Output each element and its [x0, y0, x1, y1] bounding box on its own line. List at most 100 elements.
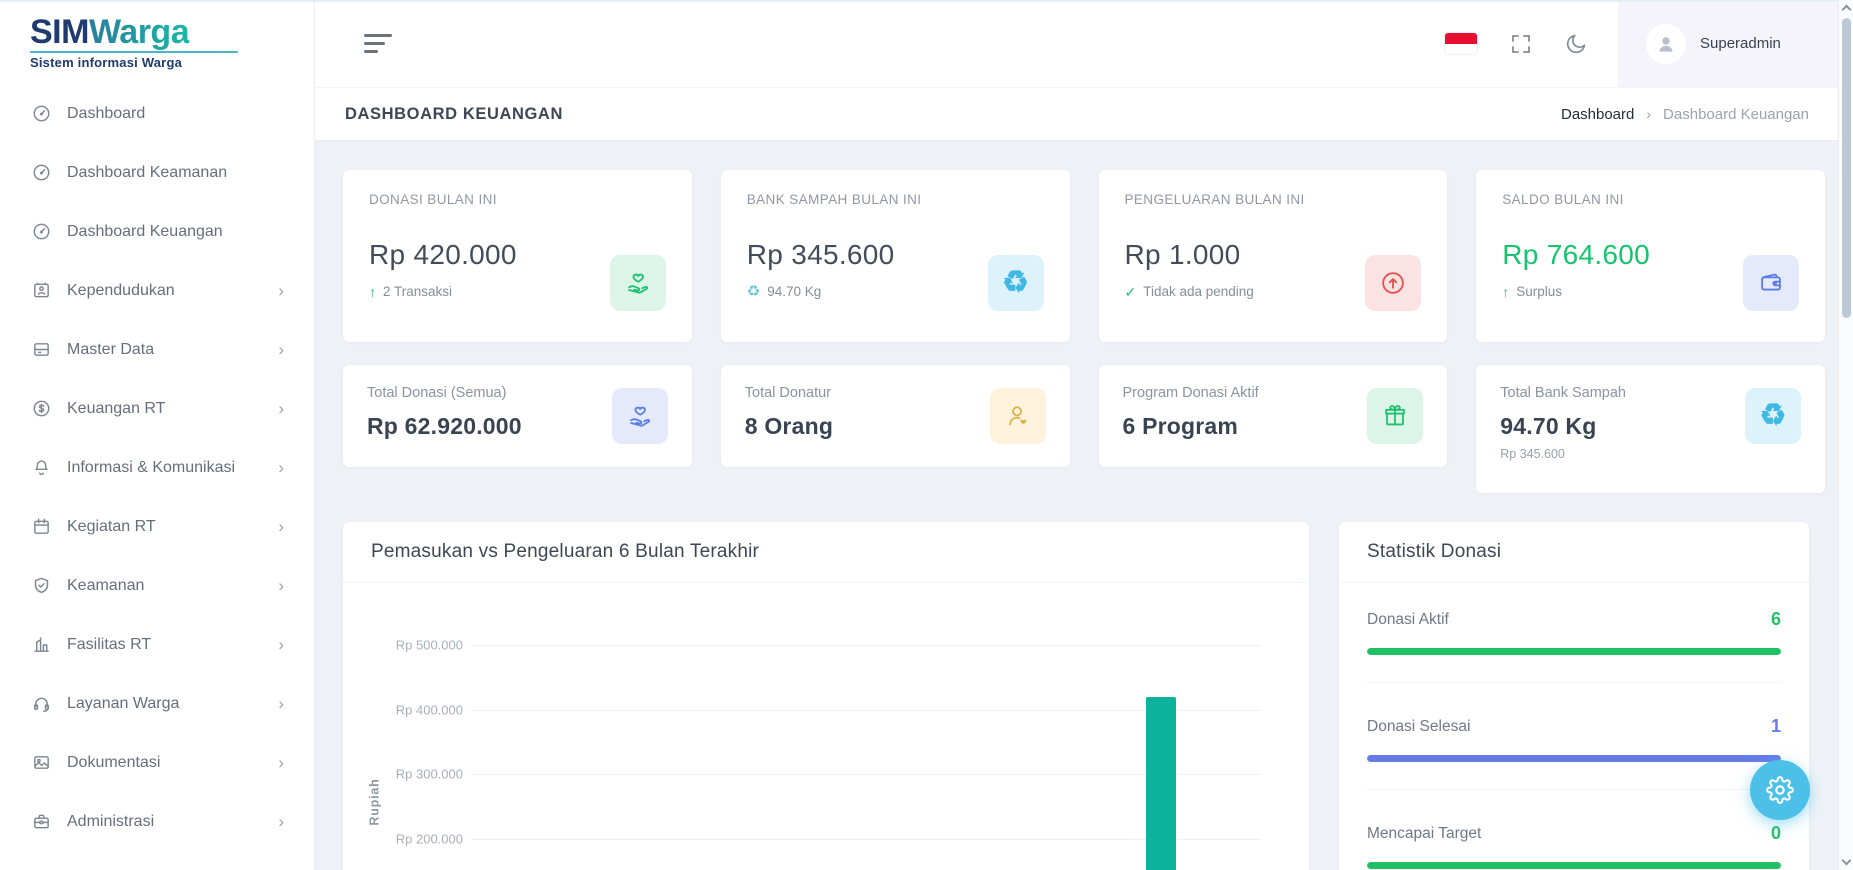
logo-link[interactable]: SIMWarga Sistem informasi Warga	[0, 0, 314, 70]
topbar-actions: Superadmin	[1444, 0, 1853, 87]
sidebar-item-kependudukan[interactable]: Kependudukan ›	[0, 261, 314, 320]
sidebar-item-keamanan[interactable]: Keamanan ›	[0, 556, 314, 615]
user-name: Superadmin	[1700, 35, 1781, 52]
wallet-icon	[1743, 255, 1799, 311]
donation-stats-body: Donasi Aktif 6 Donasi Selesai 1	[1339, 583, 1809, 869]
card-subtext: ↑ 2 Transaksi	[369, 283, 453, 300]
bar-chart: Rp 500.000 Rp 400.000 Rp 300.000 Rp 200.…	[343, 583, 1309, 870]
progress-bar	[1367, 755, 1781, 762]
card-label: SALDO BULAN INI	[1502, 192, 1624, 207]
sidebar-item-administrasi[interactable]: Administrasi ›	[0, 792, 314, 851]
hand-heart-icon	[611, 388, 668, 444]
top-accent-line	[0, 0, 1853, 2]
chevron-right-icon: ›	[278, 281, 284, 300]
stat-row-donasi-selesai: Donasi Selesai 1	[1367, 683, 1781, 762]
chevron-right-icon: ›	[278, 635, 284, 654]
dark-mode-moon-icon[interactable]	[1563, 31, 1589, 57]
gridline	[471, 709, 1261, 711]
chevron-right-icon: ›	[1646, 106, 1652, 122]
bottom-row: Pemasukan vs Pengeluaran 6 Bulan Terakhi…	[343, 522, 1825, 870]
hand-heart-icon	[609, 255, 666, 311]
sidebar-item-master-data[interactable]: Master Data ›	[0, 320, 314, 379]
sidebar-item-kegiatan-rt[interactable]: Kegiatan RT ›	[0, 497, 314, 556]
chevron-right-icon: ›	[278, 753, 284, 772]
trend-up-icon: ↑	[369, 283, 376, 300]
sidebar-item-informasi-komunikasi[interactable]: Informasi & Komunikasi ›	[0, 438, 314, 497]
breadcrumb-dashboard-link[interactable]: Dashboard	[1560, 105, 1635, 123]
recycle-icon: ♻	[987, 255, 1044, 311]
calendar-icon	[31, 517, 51, 537]
settings-fab-button[interactable]	[1750, 760, 1810, 820]
card-subtext: ↑ Surplus	[1502, 283, 1563, 300]
card-value: Rp 1.000	[1124, 239, 1241, 270]
chevron-right-icon: ›	[278, 399, 284, 418]
y-tick-label: Rp 200.000	[395, 831, 463, 846]
scroll-up-arrow[interactable]	[1841, 4, 1852, 15]
card-label: Total Donasi (Semua)	[367, 385, 507, 401]
sidebar-toggle-button[interactable]	[360, 28, 396, 59]
gift-icon	[1367, 388, 1424, 444]
card-value: 94.70 Kg	[1500, 413, 1597, 439]
card-pengeluaran-bulan-ini: PENGELUARAN BULAN INI Rp 1.000 ✓ Tidak ad…	[1098, 170, 1448, 342]
card-label: PENGELUARAN BULAN INI	[1124, 192, 1305, 207]
briefcase-icon	[31, 812, 51, 832]
recycle-icon: ♻	[746, 283, 761, 300]
shield-check-icon	[31, 576, 51, 596]
card-value: Rp 764.600	[1502, 239, 1651, 270]
breadcrumb-current: Dashboard Keuangan	[1663, 105, 1809, 123]
card-subtext: ✓ Tidak ada pending	[1124, 283, 1254, 300]
card-program-donasi-aktif: Program Donasi Aktif 6 Program	[1098, 365, 1448, 467]
progress-bar	[1367, 862, 1781, 869]
card-subtext: ♻ 94.70 Kg	[746, 283, 822, 300]
language-flag-indonesia[interactable]	[1444, 32, 1478, 55]
image-icon	[31, 753, 51, 773]
fullscreen-icon[interactable]	[1508, 31, 1534, 57]
main-area: Superadmin DASHBOARD KEUANGAN Dashboard …	[315, 0, 1853, 870]
chevron-right-icon: ›	[278, 694, 284, 713]
card-label: BANK SAMPAH BULAN INI	[746, 192, 922, 207]
page-title: DASHBOARD KEUANGAN	[345, 104, 563, 123]
card-total-bank-sampah: Total Bank Sampah 94.70 Kg Rp 345.600 ♻	[1476, 365, 1825, 493]
sidebar-item-keuangan-rt[interactable]: Keuangan RT ›	[0, 379, 314, 438]
layout-icon	[31, 340, 51, 360]
sidebar-item-dashboard-keuangan[interactable]: Dashboard Keuangan	[0, 202, 314, 261]
logo: SIMWarga	[30, 13, 190, 51]
divider	[1367, 682, 1781, 683]
sidebar-item-layanan-warga[interactable]: Layanan Warga ›	[0, 674, 314, 733]
sidebar-item-dashboard[interactable]: Dashboard	[0, 84, 314, 143]
gridline	[471, 838, 1261, 840]
divider	[1367, 789, 1781, 790]
recycle-icon: ♻	[1745, 388, 1801, 444]
avatar	[1646, 23, 1686, 64]
page-scrollbar	[1838, 0, 1853, 870]
y-axis-label: Rupiah	[367, 778, 382, 826]
speedometer-icon	[31, 163, 51, 183]
scrollbar-thumb[interactable]	[1842, 18, 1851, 318]
scroll-down-arrow[interactable]	[1841, 855, 1852, 866]
chevron-right-icon: ›	[278, 576, 284, 595]
sidebar-item-dashboard-keamanan[interactable]: Dashboard Keamanan	[0, 143, 314, 202]
chevron-right-icon: ›	[278, 517, 284, 536]
id-card-icon	[31, 281, 51, 301]
card-subvalue: Rp 345.600	[1500, 447, 1565, 461]
gear-icon	[1766, 776, 1794, 804]
trend-up-icon: ↑	[1502, 283, 1510, 300]
building-icon	[31, 635, 51, 655]
sidebar-item-fasilitas-rt[interactable]: Fasilitas RT ›	[0, 615, 314, 674]
card-bank-sampah-bulan-ini: BANK SAMPAH BULAN INI Rp 345.600 ♻ 94.70 …	[720, 170, 1070, 342]
gridline	[471, 645, 1261, 646]
y-tick-label: Rp 300.000	[395, 766, 463, 782]
sidebar: SIMWarga Sistem informasi Warga Dashboar…	[0, 0, 315, 870]
chart-bar	[1146, 696, 1176, 870]
topbar: Superadmin	[315, 0, 1853, 88]
card-value: 6 Program	[1122, 413, 1239, 439]
progress-bar	[1367, 648, 1781, 655]
headset-icon	[31, 694, 51, 714]
user-menu[interactable]: Superadmin	[1618, 0, 1838, 87]
card-value: 8 Orang	[744, 413, 834, 439]
card-total-donasi: Total Donasi (Semua) Rp 62.920.000	[343, 365, 692, 467]
card-saldo-bulan-ini: SALDO BULAN INI Rp 764.600 ↑ Surplus	[1476, 170, 1825, 342]
card-label: DONASI BULAN INI	[369, 192, 497, 207]
sidebar-item-dokumentasi[interactable]: Dokumentasi ›	[0, 733, 314, 792]
